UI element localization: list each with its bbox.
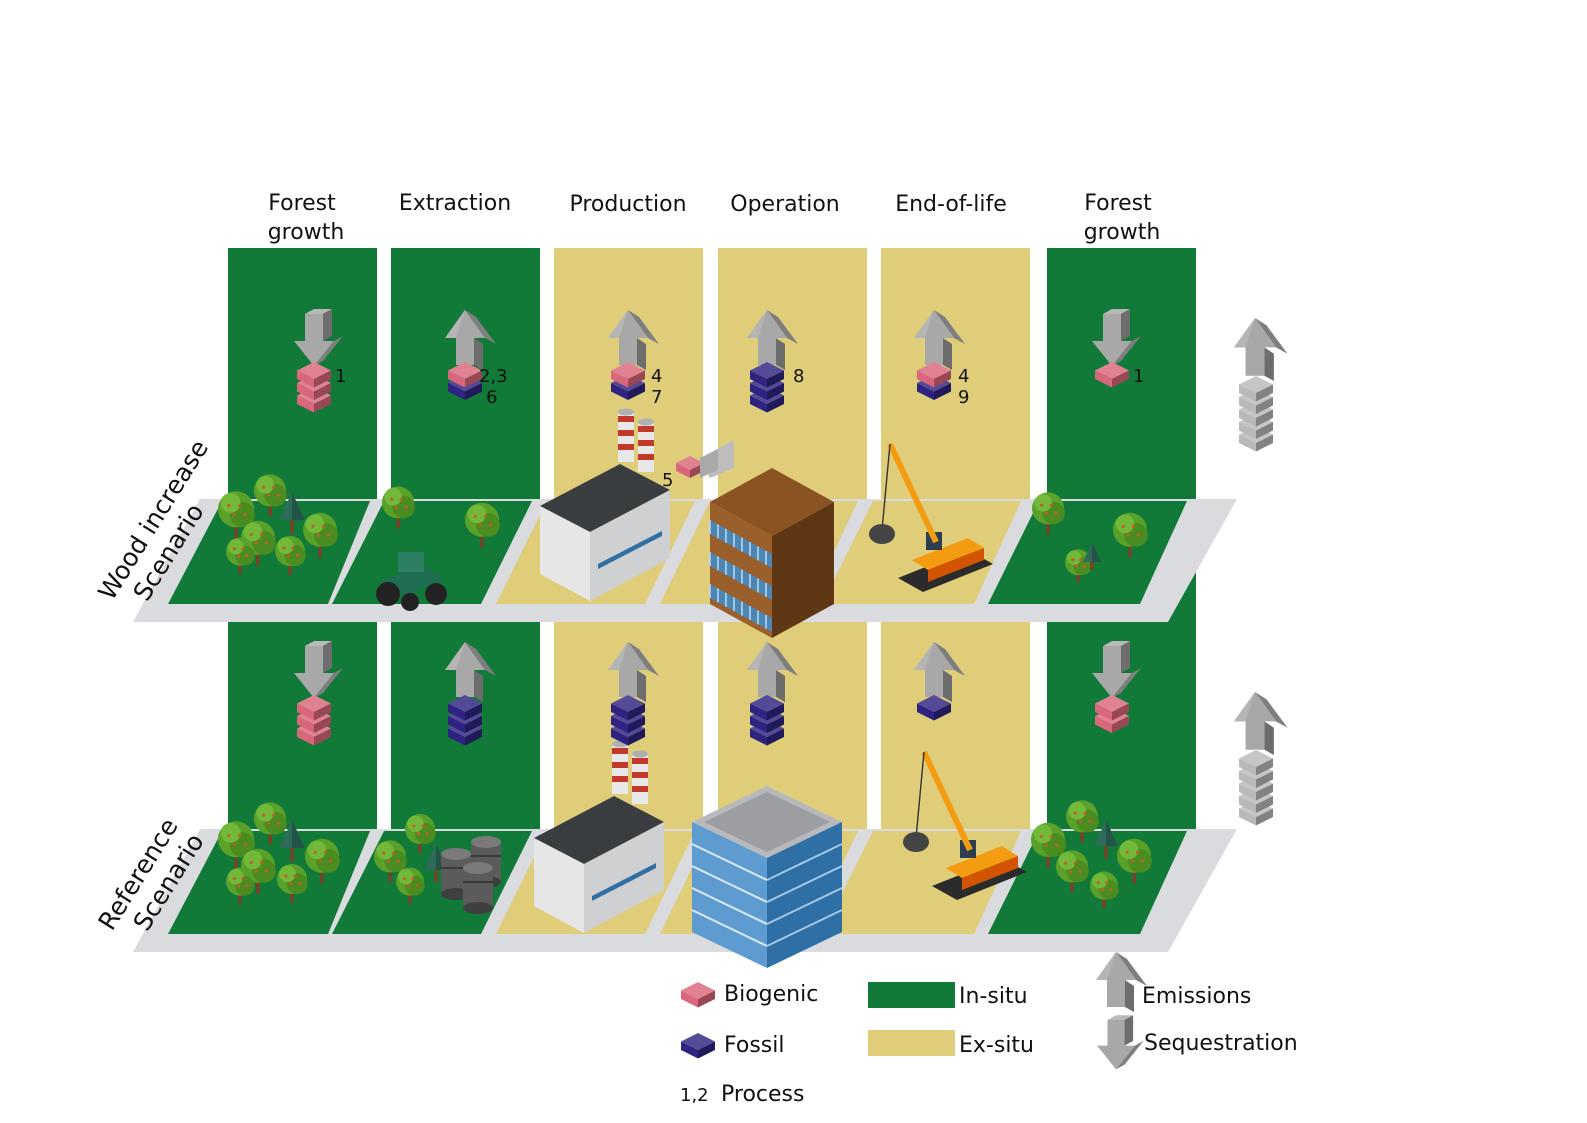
legend-process-label: Process bbox=[721, 1082, 804, 1107]
legend-biogenic-label: Biogenic bbox=[724, 982, 818, 1007]
tree bbox=[226, 867, 255, 904]
glass-building bbox=[691, 786, 843, 968]
phase-label-extraction: Extraction bbox=[399, 191, 511, 216]
tree bbox=[277, 864, 308, 903]
emission-arrow bbox=[747, 642, 798, 702]
biogenic-cube bbox=[1095, 362, 1129, 388]
emission-arrow bbox=[445, 642, 496, 702]
process-number: 1 bbox=[335, 366, 346, 387]
biogenic-cube bbox=[611, 362, 645, 388]
process-number: 4 bbox=[651, 366, 662, 387]
legend-ex-situ-label: Ex-situ bbox=[959, 1033, 1034, 1058]
tree bbox=[374, 840, 407, 883]
net-emission-arrow bbox=[1234, 318, 1288, 381]
factory bbox=[534, 740, 664, 933]
emission-arrow bbox=[608, 310, 659, 370]
phase-label-end-of-life: End-of-life bbox=[895, 192, 1007, 217]
emission-arrow bbox=[914, 310, 965, 370]
tree bbox=[396, 867, 425, 904]
process-number: 1 bbox=[1133, 366, 1144, 387]
tree bbox=[382, 486, 415, 529]
tree bbox=[1117, 838, 1152, 884]
fossil-cube bbox=[611, 695, 645, 721]
crane bbox=[869, 442, 993, 592]
tree bbox=[305, 838, 340, 884]
biogenic-cube bbox=[1095, 695, 1129, 721]
tree bbox=[303, 512, 338, 558]
emission-arrow bbox=[747, 310, 798, 370]
tree bbox=[1031, 822, 1066, 868]
conifer-tree bbox=[279, 820, 305, 862]
fossil-cube bbox=[750, 362, 784, 388]
conifer-tree bbox=[279, 492, 305, 534]
legend-ex-situ-swatch bbox=[868, 1030, 955, 1056]
sequestration-arrow bbox=[1092, 641, 1141, 698]
legend-fossil-cube bbox=[681, 1033, 715, 1059]
legend-fossil-label: Fossil bbox=[724, 1033, 784, 1058]
net-emission-arrow bbox=[1234, 692, 1288, 755]
process-number: 4 bbox=[958, 366, 969, 387]
crane bbox=[903, 750, 1027, 900]
oil-barrels bbox=[441, 836, 501, 914]
fossil-cube bbox=[448, 695, 482, 721]
tree bbox=[1032, 492, 1065, 535]
sequestration-arrow bbox=[1092, 309, 1141, 366]
phase-label-production: Production bbox=[569, 192, 686, 217]
process-number: 5 bbox=[662, 470, 673, 491]
legend-sequestration-arrow bbox=[1097, 1015, 1144, 1070]
phase-label-forest-growth-1: Forest growth bbox=[268, 191, 345, 245]
sequestration-arrow bbox=[294, 309, 343, 366]
process-number: 8 bbox=[793, 366, 804, 387]
fossil-cube bbox=[750, 695, 784, 721]
biogenic-cube bbox=[297, 695, 331, 721]
wood-building bbox=[709, 468, 834, 638]
tree bbox=[465, 502, 500, 548]
legend-emission-arrow bbox=[1096, 952, 1147, 1012]
process-number: 7 bbox=[651, 387, 662, 408]
fossil-cube bbox=[917, 695, 951, 721]
factory bbox=[540, 408, 670, 601]
tree bbox=[218, 821, 255, 870]
emission-arrow bbox=[608, 642, 659, 702]
tree bbox=[405, 814, 436, 853]
tree bbox=[1066, 800, 1099, 843]
tree bbox=[218, 491, 255, 540]
biogenic-cube bbox=[917, 362, 951, 388]
process-number: 6 bbox=[486, 387, 497, 408]
emission-arrow-small bbox=[700, 440, 734, 478]
tree bbox=[241, 848, 276, 894]
tractor bbox=[376, 552, 447, 611]
emission-arrow bbox=[445, 310, 496, 370]
tree bbox=[226, 537, 255, 574]
legend-emissions-label: Emissions bbox=[1142, 984, 1251, 1009]
conifer-tree bbox=[1094, 820, 1118, 859]
grey-cube bbox=[1239, 750, 1273, 776]
sequestration-arrow bbox=[294, 641, 343, 698]
tree bbox=[1090, 871, 1119, 908]
tree bbox=[275, 536, 306, 575]
tree bbox=[254, 474, 287, 517]
tree bbox=[1113, 512, 1148, 558]
conifer-tree bbox=[1083, 542, 1101, 570]
legend-in-situ-label: In-situ bbox=[959, 984, 1028, 1009]
legend-sequestration-label: Sequestration bbox=[1144, 1031, 1298, 1056]
process-number: 2,3 bbox=[479, 366, 508, 387]
grey-cube bbox=[1239, 376, 1273, 402]
biogenic-cube bbox=[297, 362, 331, 388]
process-number: 9 bbox=[958, 387, 969, 408]
floor-tile bbox=[822, 501, 1021, 604]
tree bbox=[1056, 850, 1089, 893]
emission-arrow bbox=[914, 642, 965, 702]
phase-label-operation: Operation bbox=[730, 192, 839, 217]
phase-label-forest-growth-2: Forest growth bbox=[1084, 191, 1161, 245]
tree bbox=[254, 802, 287, 845]
legend-process-sample: 1,2 bbox=[680, 1085, 709, 1106]
biogenic-cube bbox=[448, 362, 482, 388]
legend-biogenic-cube bbox=[681, 982, 715, 1008]
legend-in-situ-swatch bbox=[868, 982, 955, 1008]
